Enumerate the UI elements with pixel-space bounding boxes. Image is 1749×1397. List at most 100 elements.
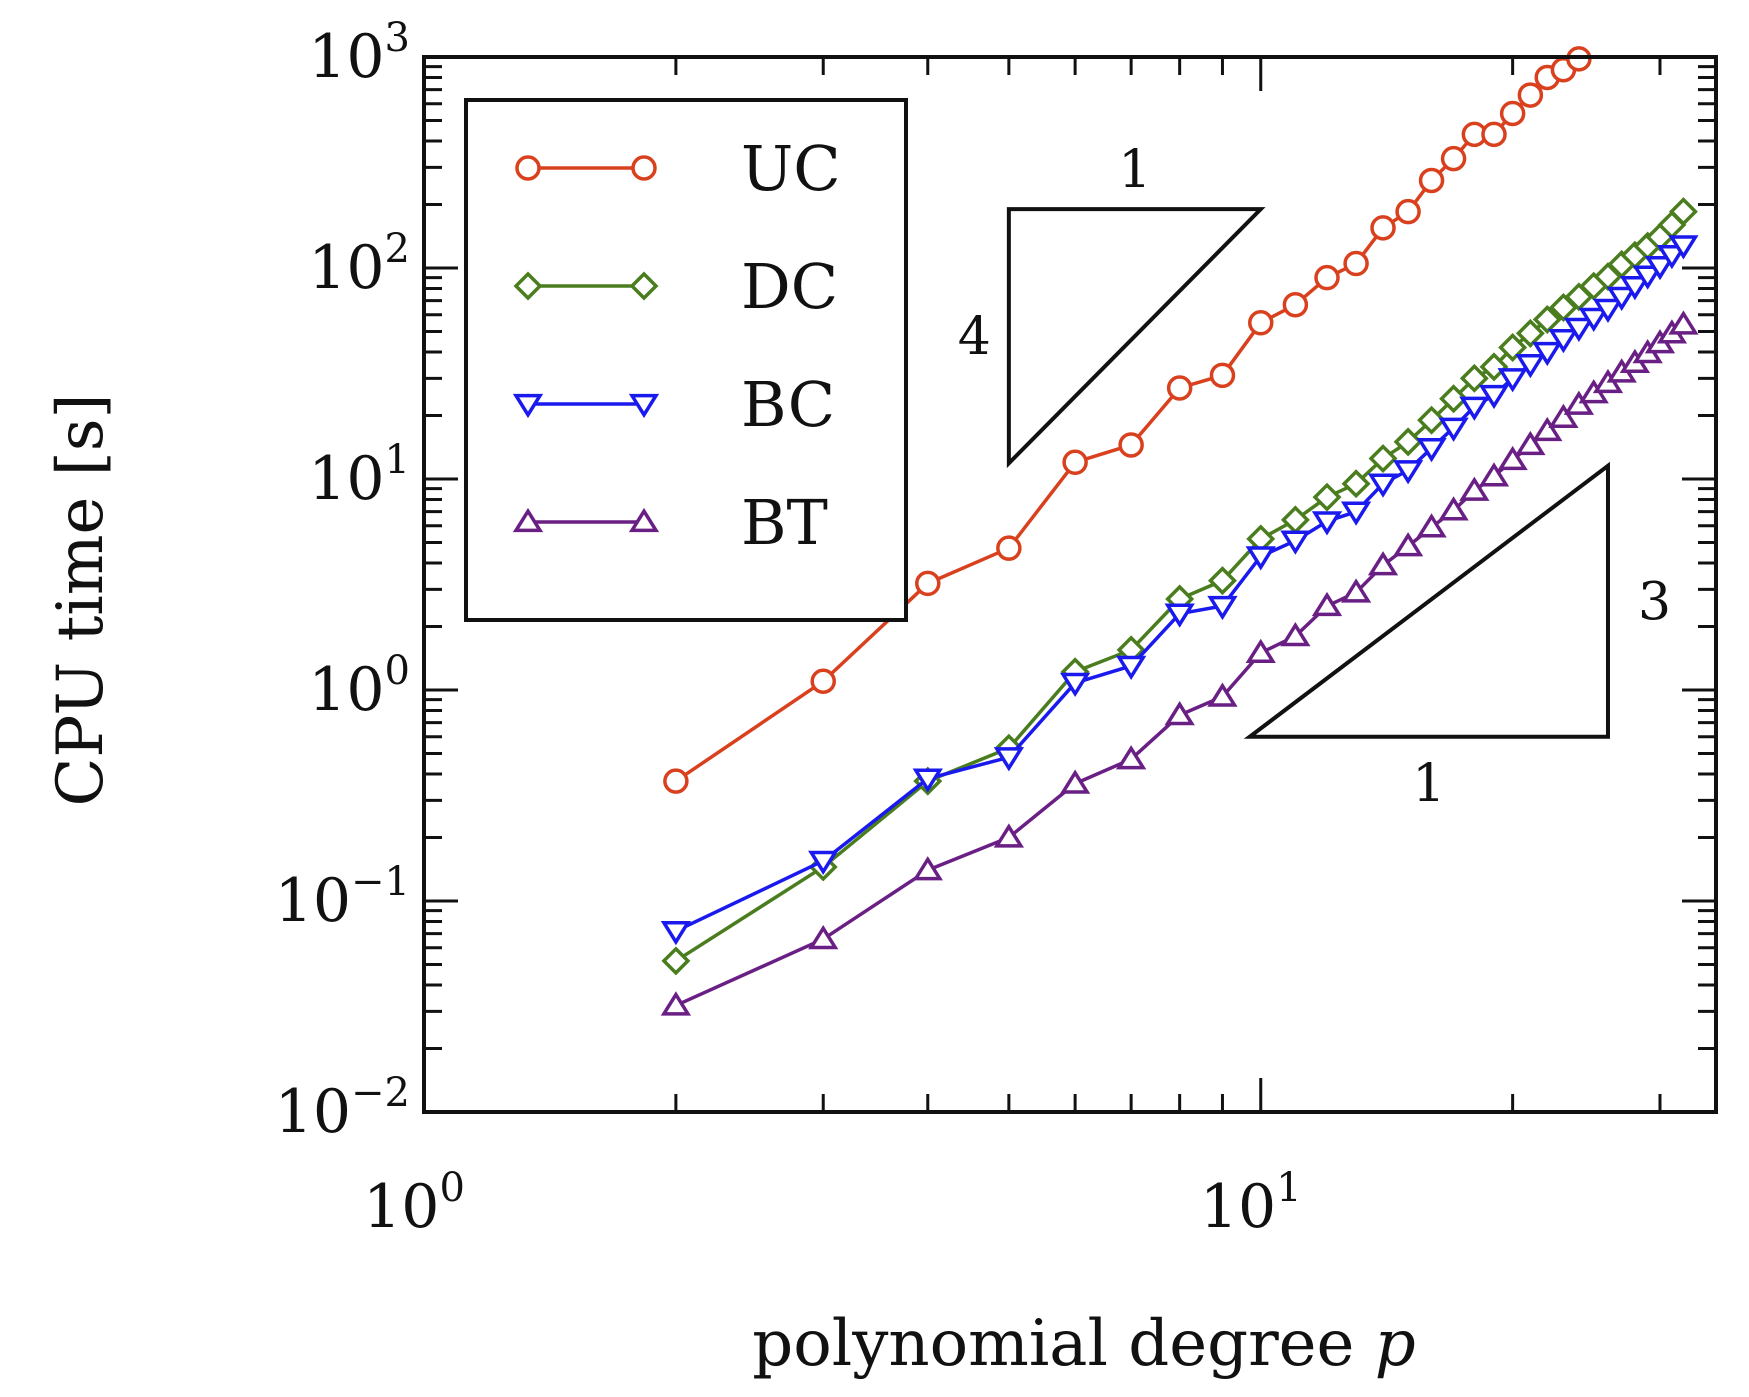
legend-entry-bt: BT — [512, 486, 828, 559]
data-point — [1515, 354, 1546, 379]
data-point — [912, 856, 943, 881]
data-point — [1532, 341, 1563, 367]
data-point — [1497, 368, 1528, 393]
slope-run-label: 1 — [1412, 754, 1445, 814]
legend-label: BC — [741, 368, 835, 441]
data-point — [1118, 432, 1144, 458]
series-uc — [663, 46, 1592, 794]
data-point — [1395, 198, 1421, 225]
data-point — [1478, 384, 1510, 410]
data-point — [1341, 469, 1371, 499]
series-bc — [660, 235, 1699, 946]
plot-frame — [422, 55, 1718, 1114]
data-point — [1478, 462, 1510, 487]
data-point — [1417, 405, 1447, 435]
series-group — [660, 46, 1699, 1016]
data-point — [1314, 264, 1340, 291]
data-point — [1311, 511, 1343, 536]
data-point — [808, 924, 839, 950]
legend-entry-uc: UC — [515, 132, 841, 205]
legend-entry-bc: BC — [512, 368, 835, 441]
data-point — [512, 393, 544, 419]
data-point — [1515, 318, 1545, 348]
y-tick-label: 10−2 — [275, 1070, 410, 1147]
data-point — [1207, 682, 1238, 707]
data-point — [1548, 329, 1579, 354]
data-point — [1459, 363, 1489, 393]
y-tick-label: 102 — [308, 226, 410, 303]
y-tick-label: 100 — [308, 648, 410, 725]
axis-ticks — [422, 55, 1716, 1114]
data-point — [1340, 578, 1372, 603]
data-point — [1245, 638, 1276, 663]
tick-labels: 100 101 10−2 10−1 100 101 102 103 — [275, 15, 1302, 1242]
data-point — [1498, 333, 1528, 362]
data-point — [915, 570, 941, 597]
legend-label: DC — [741, 250, 838, 323]
data-point — [1059, 769, 1091, 794]
y-tick-label: 103 — [308, 15, 410, 92]
data-point — [1115, 745, 1147, 770]
data-point — [1282, 291, 1309, 318]
data-point — [1343, 250, 1369, 277]
series-bt — [660, 310, 1699, 1016]
data-point — [628, 507, 660, 533]
data-point — [1418, 167, 1445, 194]
data-point — [1207, 566, 1237, 596]
data-point — [1416, 438, 1447, 463]
data-point — [628, 393, 660, 419]
data-point — [661, 946, 691, 976]
data-point — [993, 747, 1025, 772]
data-point — [515, 155, 541, 181]
data-point — [1479, 352, 1509, 382]
data-point — [1311, 591, 1343, 617]
data-point — [1393, 427, 1423, 457]
data-point — [1459, 396, 1490, 421]
data-point — [1248, 310, 1274, 336]
data-point — [1392, 460, 1424, 485]
data-point — [1164, 701, 1195, 726]
data-point — [660, 920, 692, 946]
data-point — [1280, 505, 1310, 535]
data-point — [631, 155, 657, 181]
data-point — [810, 668, 836, 695]
data-point — [1632, 265, 1663, 290]
data-point — [1515, 430, 1546, 456]
data-point — [1668, 197, 1698, 227]
data-point — [1438, 417, 1469, 442]
data-point — [1059, 672, 1091, 698]
data-point — [1164, 603, 1195, 628]
legend-label: BT — [741, 486, 828, 559]
y-tick-label: 10−1 — [275, 859, 410, 936]
data-point — [1438, 496, 1469, 521]
slope-triangle-shape — [1006, 207, 1266, 469]
data-point — [663, 768, 689, 794]
data-point — [1367, 473, 1399, 498]
data-point — [808, 850, 839, 875]
data-point — [1166, 375, 1193, 401]
data-point — [629, 271, 659, 301]
data-point — [1340, 501, 1372, 526]
slope-triangle-2: 13 — [1243, 461, 1671, 814]
x-tick-label: 100 — [363, 1165, 465, 1242]
series-dc — [661, 197, 1698, 976]
data-point — [1370, 215, 1396, 241]
data-point — [1497, 445, 1528, 471]
data-point — [1439, 384, 1469, 414]
data-point — [660, 991, 692, 1016]
data-point — [1481, 121, 1507, 148]
data-point — [1578, 307, 1609, 333]
data-point — [1245, 546, 1276, 571]
data-point — [1656, 245, 1688, 270]
plot-border — [422, 55, 1718, 1114]
data-point — [1416, 513, 1447, 538]
data-point — [512, 507, 544, 533]
y-axis-label: CPU time [s] — [44, 393, 118, 806]
data-point — [1668, 310, 1699, 335]
data-point — [1312, 482, 1342, 512]
slope-rise-label: 3 — [1638, 572, 1671, 632]
data-point — [1532, 305, 1562, 334]
